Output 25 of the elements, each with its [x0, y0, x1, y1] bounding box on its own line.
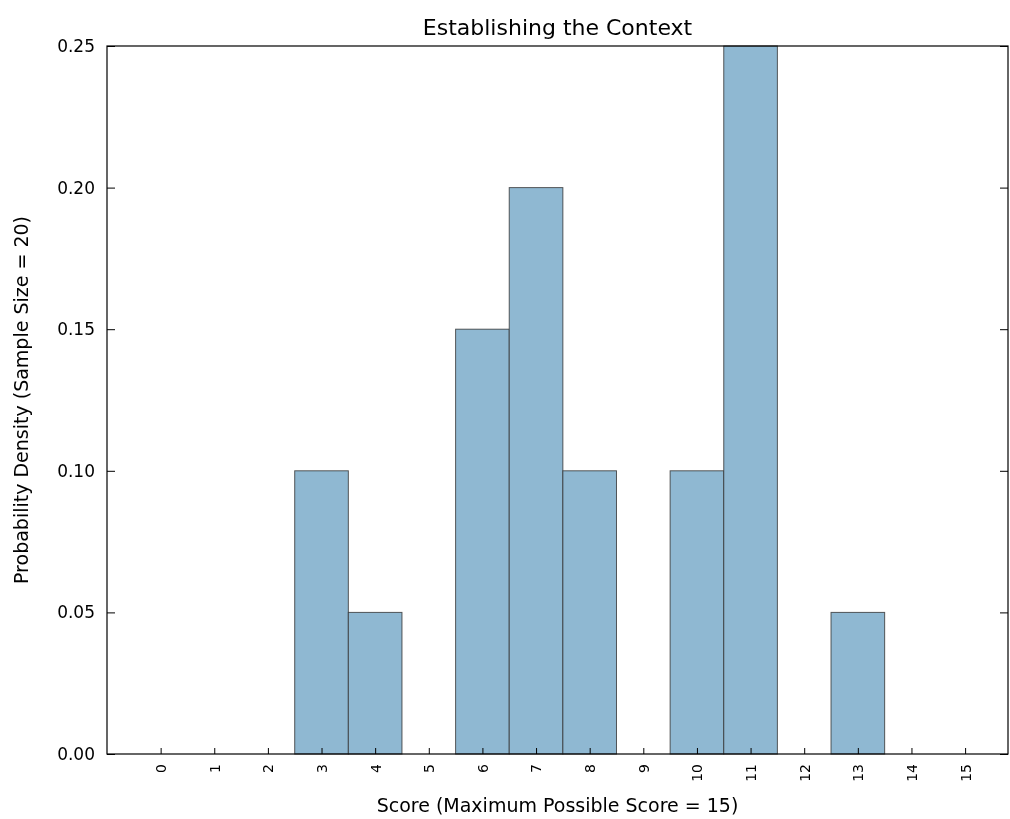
y-tick-label: 0.15	[57, 319, 95, 340]
x-tick-label: 3	[313, 764, 330, 773]
x-tick-label: 4	[367, 763, 384, 773]
y-tick-label: 0.00	[57, 743, 95, 764]
x-tick-label: 15	[957, 764, 974, 782]
x-tick-label: 6	[474, 763, 491, 773]
x-tick-label: 13	[850, 764, 867, 782]
y-tick-label: 0.10	[57, 460, 95, 481]
x-tick-label: 14	[903, 763, 920, 782]
x-tick-label: 10	[689, 764, 706, 782]
x-tick-label: 9	[635, 764, 652, 773]
x-tick-label: 2	[260, 764, 277, 773]
x-tick-label: 7	[528, 764, 545, 773]
x-tick-label: 5	[421, 764, 438, 773]
chart-title: Establishing the Context	[422, 15, 693, 40]
x-tick-label: 11	[742, 764, 759, 782]
x-tick-label: 12	[796, 764, 813, 782]
x-tick-label: 0	[153, 764, 170, 773]
y-tick-label: 0.05	[57, 602, 95, 623]
y-tick-label: 0.20	[57, 177, 95, 198]
x-axis-title: Score (Maximum Possible Score = 15)	[376, 794, 739, 816]
y-tick-label: 0.25	[57, 35, 95, 56]
x-tick-label: 8	[582, 764, 599, 773]
y-axis-title: Probability Density (Sample Size = 20)	[10, 215, 32, 585]
x-tick-label: 1	[206, 764, 223, 773]
